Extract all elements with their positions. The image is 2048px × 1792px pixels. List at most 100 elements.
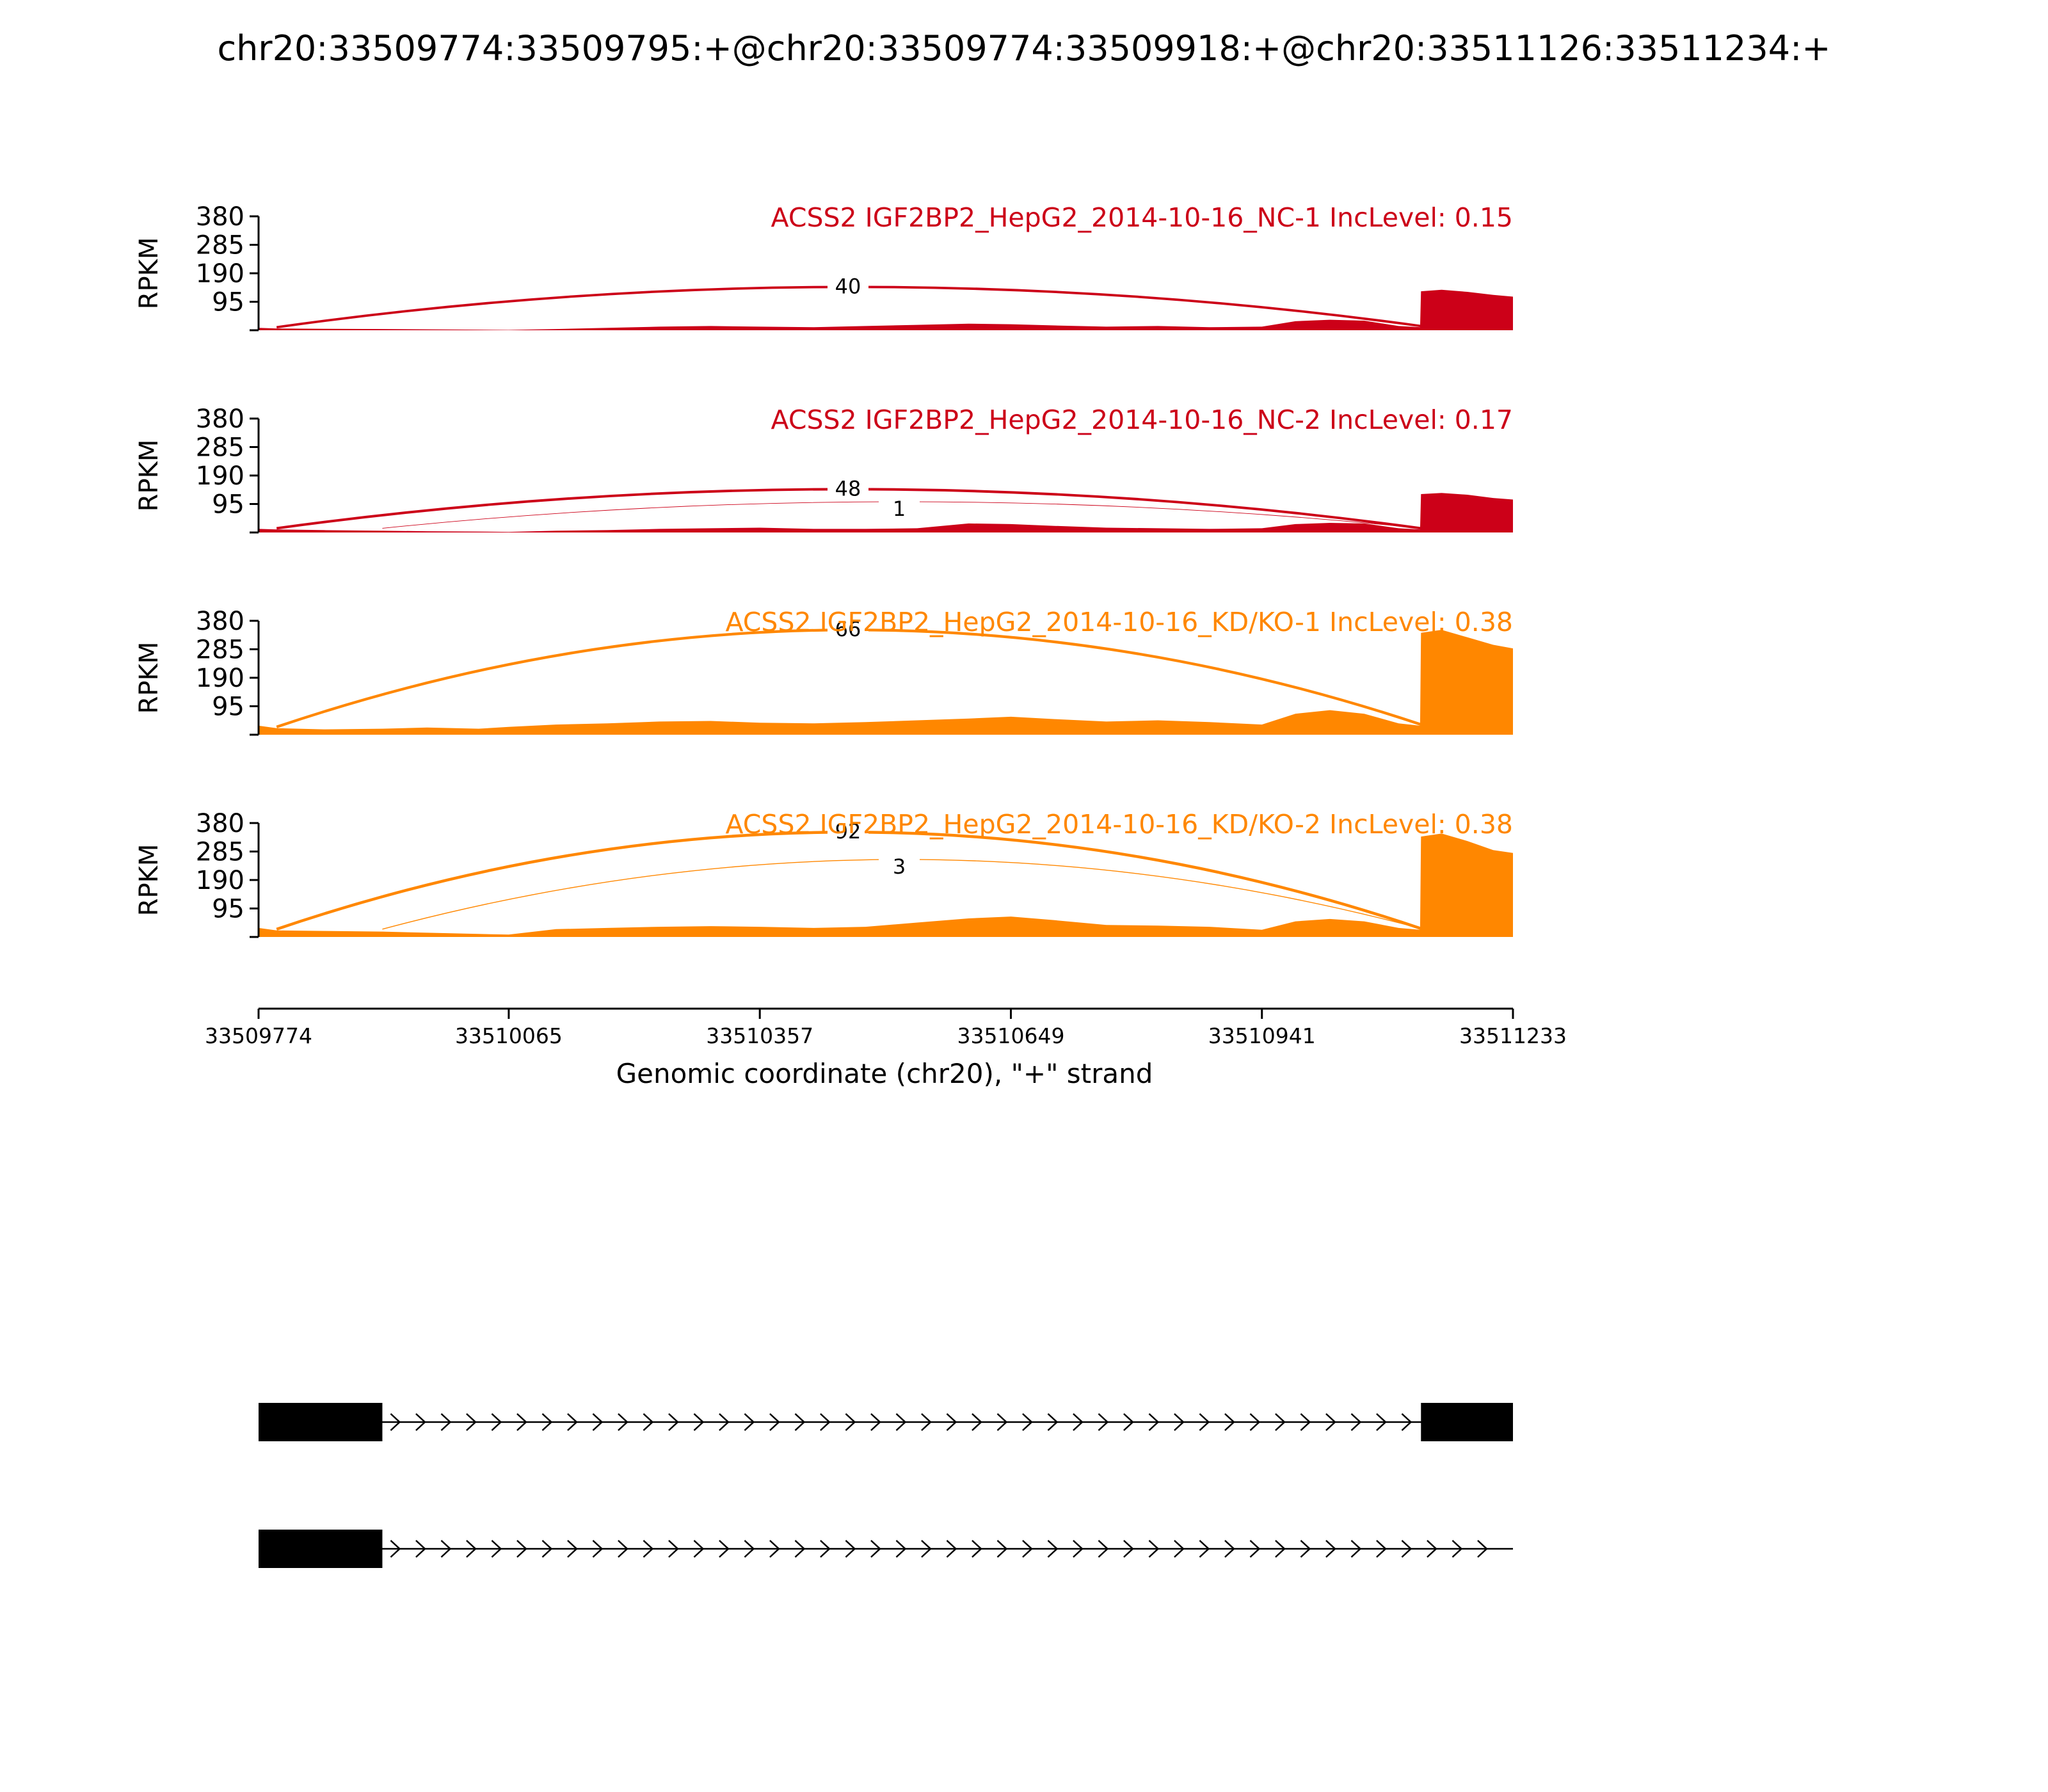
strand-arrow — [921, 1413, 932, 1431]
strand-arrow — [794, 1540, 806, 1558]
strand-arrow — [1325, 1413, 1336, 1431]
inclevel-value: IncLevel: 0.15 — [1321, 202, 1513, 233]
junction-count: 3 — [893, 854, 906, 879]
x-tick-label: 33510065 — [455, 1023, 563, 1048]
junction-label-bg — [828, 819, 868, 843]
strand-arrow — [1123, 1540, 1134, 1558]
y-tick-label: 285 — [196, 231, 244, 260]
junction-count: 40 — [835, 274, 861, 298]
strand-arrow — [440, 1540, 452, 1558]
junction-count: 1 — [893, 497, 906, 521]
strand-arrow — [415, 1540, 426, 1558]
junction-label-bg — [828, 274, 868, 298]
strand-arrow — [1275, 1413, 1286, 1431]
strand-arrow — [541, 1540, 553, 1558]
strand-arrow — [744, 1413, 755, 1431]
strand-arrow — [567, 1540, 578, 1558]
strand-arrow — [516, 1413, 527, 1431]
y-tick-label: 95 — [212, 288, 244, 317]
track-title: ACSS2 IGF2BP2_HepG2_2014-10-16_NC-2 IncL… — [771, 404, 1514, 435]
strand-arrow — [921, 1540, 932, 1558]
strand-arrow — [946, 1540, 957, 1558]
y-tick-label: 380 — [196, 404, 244, 434]
strand-arrow — [1148, 1413, 1160, 1431]
y-axis-label: RPKM — [134, 844, 164, 916]
strand-arrow — [1199, 1540, 1210, 1558]
isoform-model — [259, 1403, 1513, 1441]
x-tick-label: 33511233 — [1459, 1023, 1567, 1048]
strand-arrow — [1249, 1413, 1261, 1431]
coverage-area — [259, 630, 1513, 735]
strand-arrow — [1350, 1540, 1362, 1558]
strand-arrow — [1300, 1413, 1311, 1431]
x-tick-label: 33510357 — [706, 1023, 813, 1048]
strand-arrow — [794, 1413, 806, 1431]
x-tick-label: 33510649 — [957, 1023, 1064, 1048]
coverage-area — [259, 493, 1513, 532]
strand-arrow — [618, 1540, 628, 1558]
strand-arrow — [567, 1413, 578, 1431]
y-tick-label: 380 — [196, 607, 244, 636]
y-tick-label: 380 — [196, 809, 244, 838]
strand-arrow — [820, 1540, 831, 1558]
strand-arrow — [845, 1540, 856, 1558]
strand-arrow — [1376, 1413, 1387, 1431]
y-tick-label: 285 — [196, 838, 244, 867]
y-tick-label: 95 — [212, 490, 244, 520]
strand-arrow — [1199, 1413, 1210, 1431]
y-tick-label: 285 — [196, 433, 244, 463]
strand-arrow — [820, 1413, 831, 1431]
strand-arrow — [1098, 1413, 1109, 1431]
strand-arrow — [972, 1413, 982, 1431]
strand-arrow — [1098, 1540, 1109, 1558]
strand-arrow — [1047, 1540, 1059, 1558]
strand-arrow — [744, 1540, 755, 1558]
strand-arrow — [1047, 1413, 1059, 1431]
y-tick-label: 190 — [196, 866, 244, 895]
junction-label-bg — [828, 476, 868, 500]
strand-arrow — [1022, 1413, 1033, 1431]
strand-arrow — [1325, 1540, 1336, 1558]
strand-arrow — [1275, 1540, 1286, 1558]
strand-arrow — [1300, 1540, 1311, 1558]
strand-arrow — [668, 1413, 679, 1431]
junction-count: 92 — [835, 819, 861, 844]
track-title: ACSS2 IGF2BP2_HepG2_2014-10-16_KD/KO-1 I… — [725, 607, 1513, 637]
exon-block — [259, 1403, 383, 1441]
junction-label-bg — [879, 496, 920, 520]
strand-arrow — [1452, 1540, 1463, 1558]
strand-arrow — [1224, 1413, 1235, 1431]
strand-arrow — [1249, 1540, 1261, 1558]
strand-arrow — [946, 1413, 957, 1431]
strand-arrow — [1224, 1540, 1235, 1558]
track-title: ACSS2 IGF2BP2_HepG2_2014-10-16_KD/KO-2 I… — [725, 809, 1513, 840]
strand-arrow — [845, 1413, 856, 1431]
strand-arrow — [1174, 1413, 1185, 1431]
y-tick-label: 190 — [196, 461, 244, 491]
coverage-area — [259, 833, 1513, 937]
strand-arrow — [516, 1540, 527, 1558]
exon-block — [1421, 1403, 1513, 1441]
strand-arrow — [769, 1413, 780, 1431]
isoform-model — [259, 1530, 1513, 1568]
junction-label-bg — [879, 854, 920, 877]
strand-arrow — [1148, 1540, 1160, 1558]
x-axis-label: Genomic coordinate (chr20), "+" strand — [616, 1058, 1153, 1089]
strand-arrow — [870, 1540, 881, 1558]
sample-name: ACSS2 IGF2BP2_HepG2_2014-10-16_KD/KO-1 — [725, 607, 1321, 637]
x-tick-label: 33509774 — [205, 1023, 312, 1048]
y-axis-label: RPKM — [134, 440, 164, 512]
x-axis: 33509774 33510065 33510357 33510649 33510941… — [205, 1007, 1567, 1048]
sample-name: ACSS2 IGF2BP2_HepG2_2014-10-16_KD/KO-2 — [725, 809, 1321, 840]
inclevel-value: IncLevel: 0.17 — [1321, 404, 1513, 435]
strand-arrow — [1022, 1540, 1033, 1558]
strand-arrow — [870, 1413, 881, 1431]
y-tick-label: 380 — [196, 202, 244, 232]
strand-arrow — [1376, 1540, 1387, 1558]
strand-arrow — [643, 1540, 654, 1558]
strand-arrow — [390, 1540, 401, 1558]
